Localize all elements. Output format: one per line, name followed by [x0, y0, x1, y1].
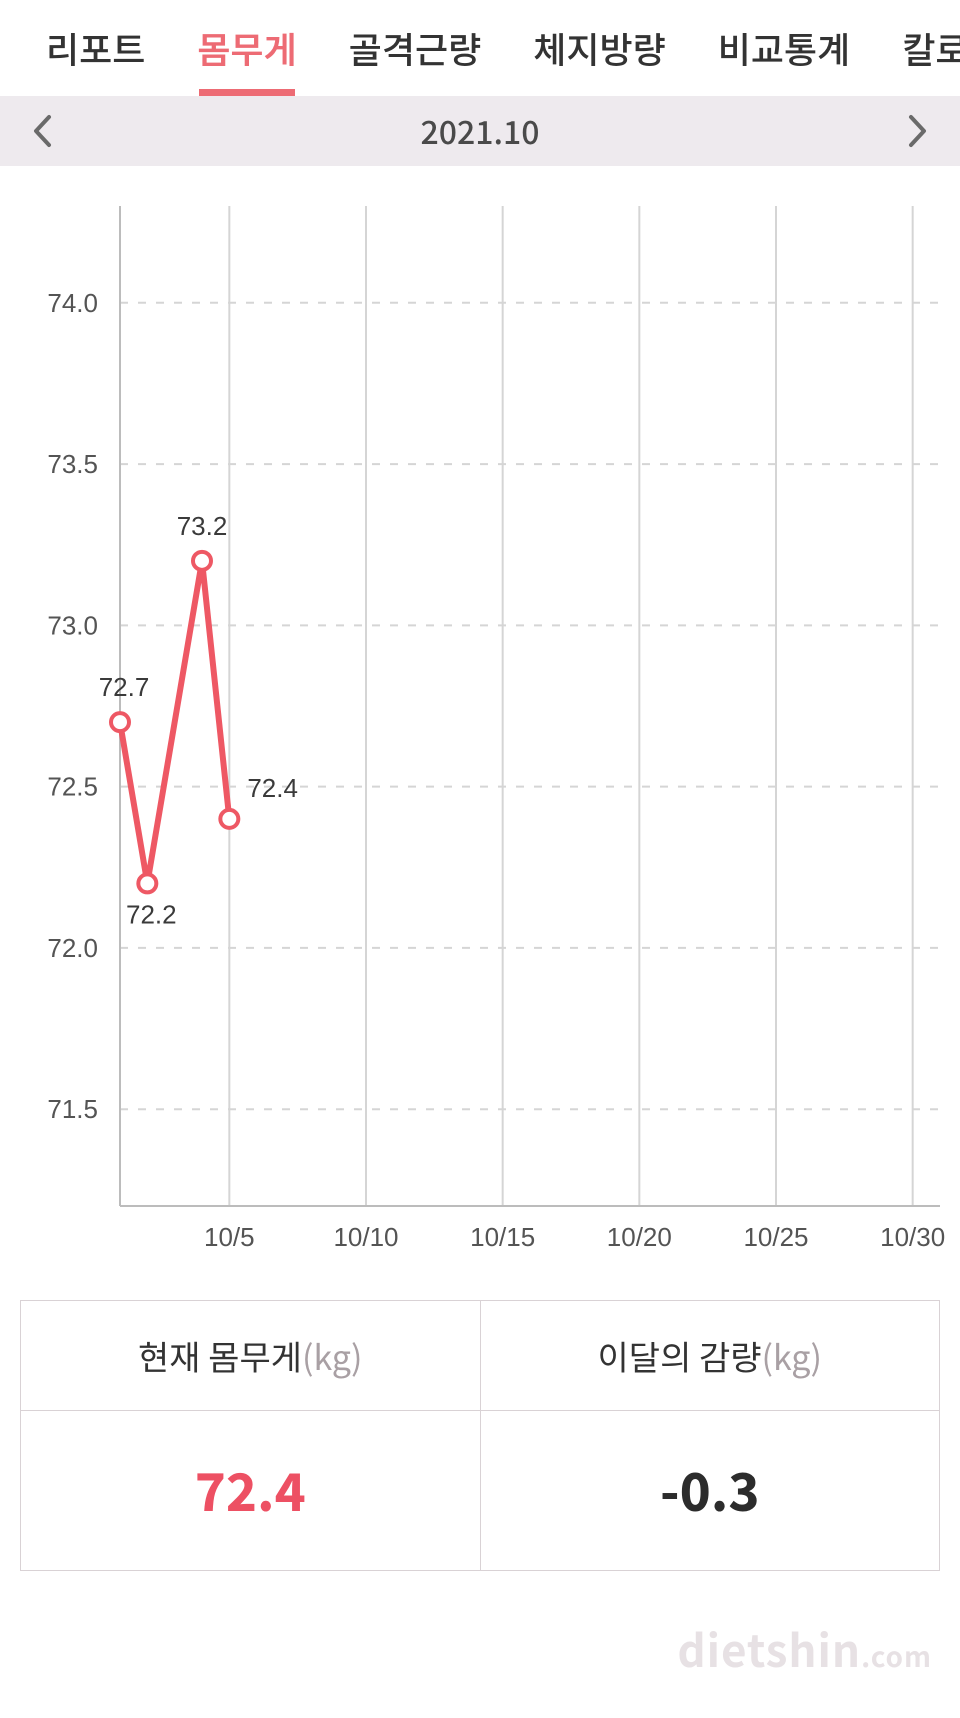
svg-text:71.5: 71.5 — [47, 1094, 98, 1124]
top-tabs: 리포트 몸무게 골격근량 체지방량 비교통계 칼로 — [0, 0, 960, 96]
tab-muscle[interactable]: 골격근량 — [323, 0, 507, 96]
svg-text:73.5: 73.5 — [47, 449, 98, 479]
tab-weight[interactable]: 몸무게 — [171, 0, 322, 96]
svg-text:10/10: 10/10 — [333, 1222, 398, 1252]
svg-text:72.7: 72.7 — [99, 672, 150, 702]
svg-text:72.5: 72.5 — [47, 772, 98, 802]
tab-report[interactable]: 리포트 — [20, 0, 171, 96]
summary-month-loss-value: -0.3 — [481, 1411, 940, 1570]
watermark: dietshin.com — [677, 1616, 932, 1680]
prev-month-button[interactable] — [22, 111, 62, 151]
summary-table: 현재 몸무게(kg) 72.4 이달의 감량(kg) -0.3 — [20, 1300, 940, 1571]
svg-text:10/15: 10/15 — [470, 1222, 535, 1252]
summary-current-weight-value: 72.4 — [21, 1411, 480, 1570]
summary-month-loss-title: 이달의 감량 — [598, 1331, 762, 1380]
summary-month-loss-cell: 이달의 감량(kg) -0.3 — [481, 1301, 940, 1570]
weight-line-chart: 71.5 72.0 72.5 73.0 73.5 74.0 10/5 10/10 10/15 10… — [0, 176, 960, 1276]
svg-text:74.0: 74.0 — [47, 288, 98, 318]
svg-text:72.2: 72.2 — [126, 899, 177, 929]
chevron-left-icon — [31, 114, 53, 148]
svg-text:72.0: 72.0 — [47, 933, 98, 963]
tab-calorie[interactable]: 칼로 — [876, 0, 960, 96]
svg-text:10/5: 10/5 — [204, 1222, 255, 1252]
svg-text:10/20: 10/20 — [607, 1222, 672, 1252]
next-month-button[interactable] — [898, 111, 938, 151]
svg-text:10/30: 10/30 — [880, 1222, 945, 1252]
tab-compare[interactable]: 비교통계 — [692, 0, 876, 96]
svg-text:10/25: 10/25 — [743, 1222, 808, 1252]
current-month-label: 2021.10 — [421, 108, 540, 154]
svg-text:73.2: 73.2 — [177, 511, 228, 541]
summary-current-weight-cell: 현재 몸무게(kg) 72.4 — [21, 1301, 481, 1570]
summary-current-weight-title: 현재 몸무게 — [138, 1331, 302, 1380]
svg-text:73.0: 73.0 — [47, 610, 98, 640]
summary-current-weight-unit: (kg) — [302, 1331, 362, 1380]
summary-month-loss-unit: (kg) — [762, 1331, 822, 1380]
weight-chart: 71.5 72.0 72.5 73.0 73.5 74.0 10/5 10/10 10/15 10… — [0, 166, 960, 1276]
tab-bodyfat[interactable]: 체지방량 — [507, 0, 691, 96]
svg-text:72.4: 72.4 — [247, 773, 298, 803]
date-navigator: 2021.10 — [0, 96, 960, 166]
chevron-right-icon — [907, 114, 929, 148]
